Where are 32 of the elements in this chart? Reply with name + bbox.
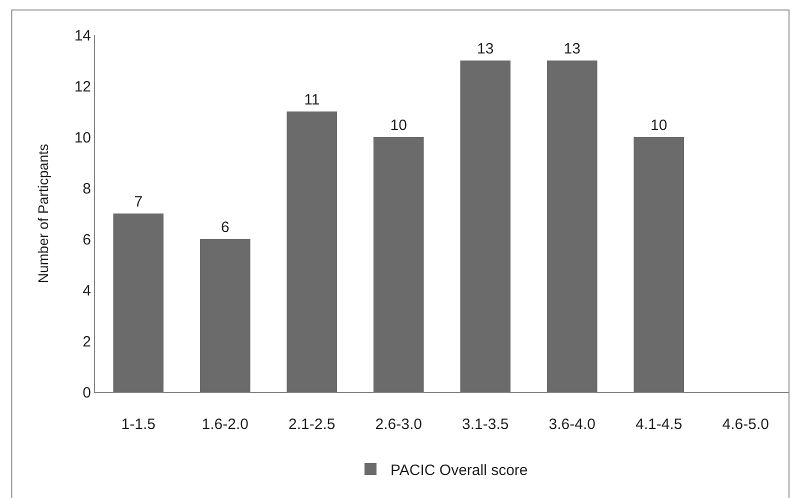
- data-label: 6: [220, 219, 230, 236]
- x-tick-label: 1-1.5: [121, 416, 156, 433]
- y-tick-label: 4: [82, 282, 91, 300]
- x-tick-label: 4.1-4.5: [636, 416, 682, 433]
- x-tick-label: 2.1-2.5: [288, 416, 336, 433]
- bar: [286, 112, 338, 392]
- x-tick-label: 3.1-3.5: [462, 416, 509, 433]
- bar: [200, 239, 250, 392]
- data-label: 10: [390, 117, 407, 134]
- bar: [373, 137, 424, 392]
- bar: [634, 137, 684, 392]
- data-label: 11: [304, 92, 320, 108]
- data-label: 13: [564, 40, 580, 58]
- bar: [113, 214, 164, 392]
- data-label: 7: [134, 194, 143, 210]
- data-label: 13: [477, 40, 494, 58]
- x-tick-label: 1.6-2.0: [202, 416, 248, 433]
- y-tick-label: 10: [74, 129, 91, 146]
- y-tick-label: 6: [82, 231, 91, 248]
- bar: [546, 60, 598, 392]
- y-tick-label: 0: [82, 384, 91, 402]
- bar: [460, 60, 511, 392]
- x-tick-label: 3.6-4.0: [548, 416, 596, 433]
- data-label: 10: [650, 117, 668, 134]
- y-tick-label: 12: [74, 78, 91, 96]
- y-tick-label: 14: [74, 27, 91, 44]
- legend-label: PACIC Overall score: [390, 462, 528, 479]
- y-tick-label: 2: [82, 333, 91, 350]
- x-tick-label: 2.6-3.0: [375, 416, 422, 433]
- y-axis-title: Number of Particpants: [34, 144, 51, 284]
- x-tick-label: 4.6-5.0: [722, 416, 769, 433]
- y-tick-label: 8: [82, 180, 91, 198]
